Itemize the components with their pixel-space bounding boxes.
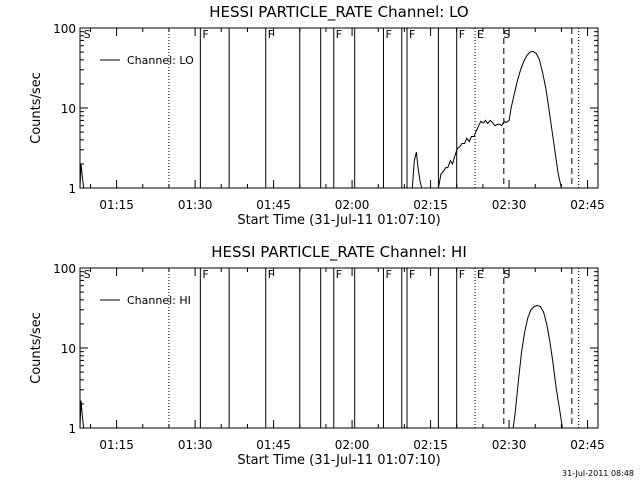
flag-label: S	[503, 28, 510, 41]
x-tick-label: 02:30	[492, 438, 527, 452]
y-tick-label: 1	[68, 422, 76, 436]
x-tick-label: 01:30	[178, 198, 213, 212]
footer-date: 31-Jul-2011 08:48	[561, 469, 634, 478]
flag-label: F	[409, 268, 415, 281]
chart-title: HESSI PARTICLE_RATE Channel: LO	[209, 3, 468, 22]
x-tick-label: 02:15	[413, 438, 448, 452]
x-tick-label: 01:15	[99, 438, 134, 452]
flag-label: E	[477, 28, 484, 41]
plot-frame	[79, 267, 599, 429]
x-tick-label: 02:00	[335, 198, 370, 212]
series-line	[79, 50, 568, 189]
y-tick-label: 10	[61, 102, 76, 116]
legend-label: Channel: LO	[127, 54, 194, 67]
chart-panel-lo: HESSI PARTICLE_RATE Channel: LO 1 10 100 01:…	[29, 3, 605, 228]
series-line	[79, 304, 565, 429]
x-axis-label: Start Time (31-Jul-11 01:07:10)	[237, 213, 440, 228]
flag-label: F	[336, 28, 342, 41]
y-tick-label: 100	[53, 22, 76, 36]
x-tick-label: 02:15	[413, 198, 448, 212]
x-axis-label: Start Time (31-Jul-11 01:07:10)	[237, 453, 440, 468]
x-tick-label: 02:45	[570, 438, 605, 452]
flag-label: F	[336, 268, 342, 281]
chart-panel-hi: HESSI PARTICLE_RATE Channel: HI 1 10 100 01:…	[29, 243, 605, 468]
chart-title: HESSI PARTICLE_RATE Channel: HI	[211, 243, 467, 262]
plot-frame	[79, 27, 599, 189]
y-axis-label: Counts/sec	[29, 312, 44, 384]
x-tick-label: 01:45	[256, 438, 291, 452]
flag-label: S	[84, 28, 91, 41]
flag-label: S	[503, 268, 510, 281]
flag-label: F	[459, 268, 465, 281]
x-tick-label: 02:45	[570, 198, 605, 212]
y-axis-label: Counts/sec	[29, 72, 44, 144]
legend-label: Channel: HI	[127, 294, 191, 307]
x-tick-label: 02:30	[492, 198, 527, 212]
flag-label: E	[477, 268, 484, 281]
x-tick-label: 01:30	[178, 438, 213, 452]
y-tick-label: 100	[53, 262, 76, 276]
flag-label: F	[385, 268, 391, 281]
x-tick-label: 02:00	[335, 438, 370, 452]
x-tick-label: 01:45	[256, 198, 291, 212]
flag-label: S	[84, 268, 91, 281]
y-tick-label: 1	[68, 182, 76, 196]
y-tick-label: 10	[61, 342, 76, 356]
x-tick-label: 01:15	[99, 198, 134, 212]
flag-label: F	[459, 28, 465, 41]
flag-label: F	[268, 268, 274, 281]
flag-label: F	[268, 28, 274, 41]
flag-label: F	[385, 28, 391, 41]
flag-label: F	[409, 28, 415, 41]
flag-label: F	[202, 268, 208, 281]
flag-label: F	[202, 28, 208, 41]
